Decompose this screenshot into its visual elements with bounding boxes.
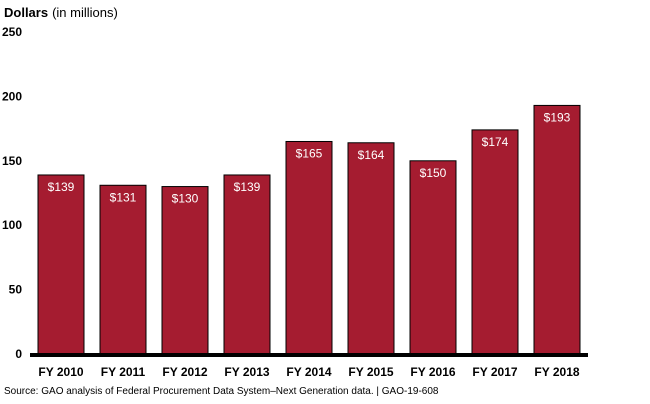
x-tick-label: FY 2017 [472, 365, 517, 379]
bar [347, 142, 395, 355]
bar [99, 184, 147, 355]
y-axis-label-unit: (in millions) [52, 5, 118, 20]
y-tick-label: 150 [2, 154, 22, 168]
x-tick-label: FY 2015 [348, 365, 393, 379]
x-tick-label: FY 2010 [38, 365, 83, 379]
y-tick-label: 0 [15, 347, 22, 361]
bar [37, 174, 85, 355]
y-tick-label: 50 [9, 283, 23, 297]
y-tick-label: 250 [2, 25, 22, 39]
y-axis-ticks: 0 50 100 150 200 250 [2, 25, 22, 361]
bar-value-label: $150 [420, 166, 447, 180]
bar [471, 129, 519, 355]
x-tick-label: FY 2018 [534, 365, 579, 379]
bar [161, 186, 209, 355]
x-axis-baseline [30, 353, 588, 357]
data-labels: $139 $131 $130 $139 $165 $164 $150 $174 $193 [48, 110, 571, 205]
bar-value-label: $130 [172, 192, 199, 206]
y-axis-label: Dollars (in millions) [4, 5, 118, 20]
y-axis-label-title: Dollars [4, 5, 48, 20]
bar-value-label: $164 [358, 148, 385, 162]
bar-value-label: $165 [296, 146, 323, 160]
x-axis-ticks: FY 2010 FY 2011 FY 2012 FY 2013 FY 2014 FY 20… [38, 365, 579, 379]
y-tick-label: 200 [2, 89, 22, 103]
bar [285, 140, 333, 355]
bar-value-label: $139 [48, 180, 75, 194]
x-tick-label: FY 2014 [286, 365, 331, 379]
bar-value-label: $131 [110, 190, 137, 204]
x-tick-label: FY 2011 [101, 365, 146, 379]
bar-value-label: $193 [544, 110, 571, 124]
bar-value-label: $174 [482, 135, 509, 149]
source-note: Source: GAO analysis of Federal Procurem… [4, 386, 439, 397]
x-tick-label: FY 2016 [410, 365, 455, 379]
bar-value-label: $139 [234, 180, 261, 194]
x-tick-label: FY 2013 [224, 365, 269, 379]
bars [37, 104, 581, 355]
bar [223, 174, 271, 355]
y-tick-label: 100 [2, 218, 22, 232]
bar [409, 160, 457, 355]
x-tick-label: FY 2012 [162, 365, 207, 379]
bar [533, 104, 581, 355]
